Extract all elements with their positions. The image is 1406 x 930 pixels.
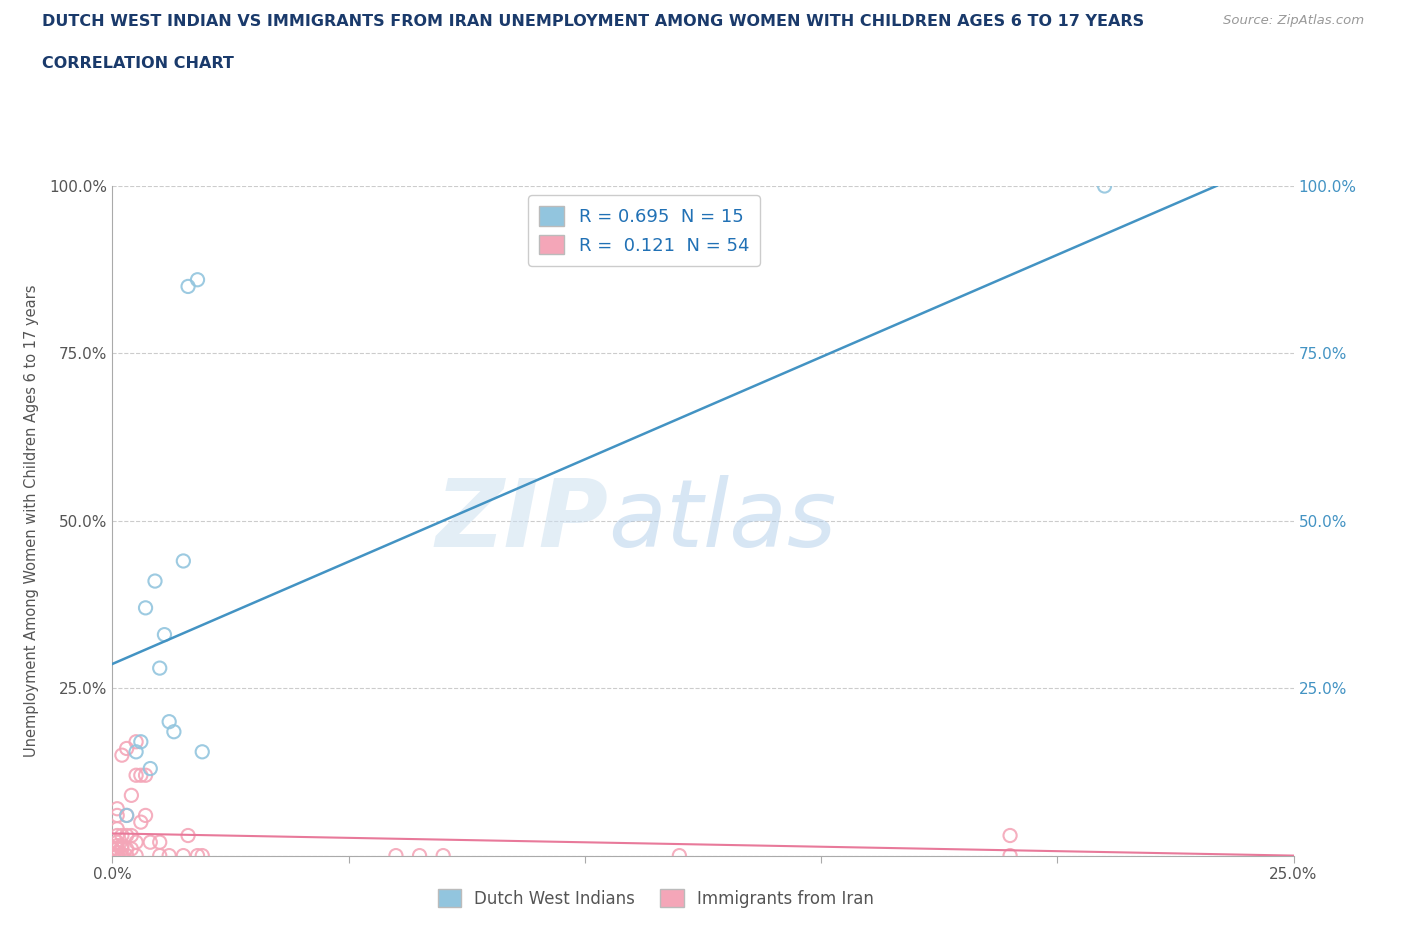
Point <box>125 848 148 863</box>
Point <box>191 848 214 863</box>
Point <box>115 808 138 823</box>
Point <box>135 601 157 616</box>
Point <box>105 838 128 853</box>
Point <box>143 574 166 589</box>
Point <box>101 842 124 857</box>
Point <box>120 842 142 857</box>
Legend: Dutch West Indians, Immigrants from Iran: Dutch West Indians, Immigrants from Iran <box>432 883 880 914</box>
Point <box>105 802 128 817</box>
Point <box>1094 179 1116 193</box>
Point <box>157 714 180 729</box>
Point <box>149 660 172 675</box>
Text: atlas: atlas <box>609 475 837 566</box>
Point <box>105 828 128 843</box>
Point <box>115 828 138 843</box>
Point <box>125 768 148 783</box>
Text: DUTCH WEST INDIAN VS IMMIGRANTS FROM IRAN UNEMPLOYMENT AMONG WOMEN WITH CHILDREN: DUTCH WEST INDIAN VS IMMIGRANTS FROM IRA… <box>42 14 1144 29</box>
Text: Source: ZipAtlas.com: Source: ZipAtlas.com <box>1223 14 1364 27</box>
Point <box>385 848 408 863</box>
Point <box>101 848 124 863</box>
Point <box>120 828 142 843</box>
Point <box>101 848 124 863</box>
Point <box>105 848 128 863</box>
Point <box>101 842 124 857</box>
Point <box>101 848 124 863</box>
Point <box>111 828 134 843</box>
Point <box>139 835 162 850</box>
Point <box>105 842 128 857</box>
Point <box>111 838 134 853</box>
Point <box>101 848 124 863</box>
Point <box>177 279 200 294</box>
Point <box>129 735 152 750</box>
Point <box>129 768 152 783</box>
Point <box>172 553 194 568</box>
Point <box>432 848 454 863</box>
Point <box>191 744 214 759</box>
Y-axis label: Unemployment Among Women with Children Ages 6 to 17 years: Unemployment Among Women with Children A… <box>24 285 38 757</box>
Point <box>177 828 200 843</box>
Point <box>105 835 128 850</box>
Point <box>111 842 134 857</box>
Point <box>105 808 128 823</box>
Point <box>115 741 138 756</box>
Point <box>157 848 180 863</box>
Point <box>105 821 128 836</box>
Point <box>998 848 1021 863</box>
Point <box>115 848 138 863</box>
Point <box>139 761 162 776</box>
Point <box>408 848 430 863</box>
Point <box>105 844 128 859</box>
Point <box>120 788 142 803</box>
Point <box>668 848 690 863</box>
Point <box>115 842 138 857</box>
Point <box>111 848 134 863</box>
Point <box>105 848 128 863</box>
Point <box>101 848 124 863</box>
Point <box>125 735 148 750</box>
Point <box>153 627 176 642</box>
Point <box>105 848 128 863</box>
Point <box>135 808 157 823</box>
Point <box>172 848 194 863</box>
Point <box>125 835 148 850</box>
Point <box>129 815 152 830</box>
Point <box>101 842 124 857</box>
Point <box>998 828 1021 843</box>
Text: ZIP: ZIP <box>436 475 609 566</box>
Point <box>115 808 138 823</box>
Point <box>125 744 148 759</box>
Point <box>111 748 134 763</box>
Point <box>186 272 208 287</box>
Point <box>135 768 157 783</box>
Text: CORRELATION CHART: CORRELATION CHART <box>42 56 233 71</box>
Point <box>186 848 208 863</box>
Point <box>163 724 186 739</box>
Point <box>149 835 172 850</box>
Point <box>149 848 172 863</box>
